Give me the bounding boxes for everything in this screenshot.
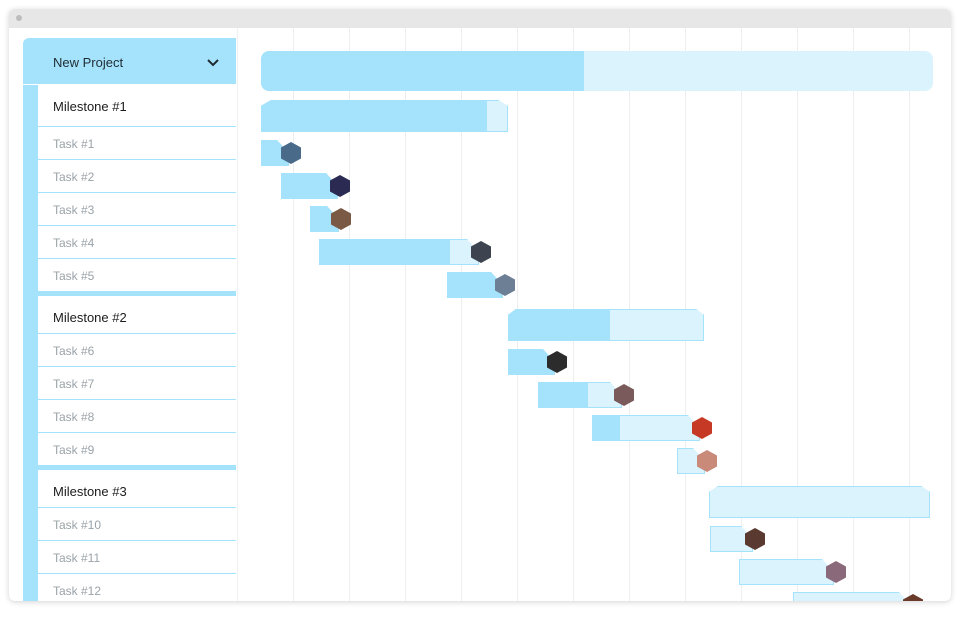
milestone-row[interactable]: Milestone #2	[38, 292, 236, 334]
gridline	[461, 28, 462, 601]
task-label: Task #2	[53, 170, 95, 184]
gridline	[741, 28, 742, 601]
assignee-avatar[interactable]	[281, 142, 301, 164]
task-sidebar: New Project Milestone #1 Task #1 Task #2 Ta…	[23, 38, 236, 601]
task-row[interactable]: Task #1	[38, 127, 236, 160]
task-label: Task #9	[53, 443, 95, 457]
progress-fill	[261, 51, 584, 91]
assignee-avatar[interactable]	[826, 561, 846, 583]
task-label: Task #4	[53, 236, 95, 250]
app-window: New Project Milestone #1 Task #1 Task #2 Ta…	[9, 9, 951, 601]
task-label: Task #1	[53, 137, 95, 151]
task-bar[interactable]	[538, 382, 622, 408]
task-label: Task #5	[53, 269, 95, 283]
milestone-row[interactable]: Milestone #3	[38, 466, 236, 508]
milestone-bar[interactable]	[261, 100, 508, 132]
task-row[interactable]: Task #12	[38, 574, 236, 601]
assignee-avatar[interactable]	[903, 594, 923, 601]
progress-fill	[539, 383, 588, 407]
task-row[interactable]: Task #8	[38, 400, 236, 433]
task-row[interactable]: Task #9	[38, 433, 236, 466]
task-bar[interactable]	[281, 173, 338, 199]
gridline	[405, 28, 406, 601]
milestone-row[interactable]: Milestone #1	[38, 85, 236, 127]
assignee-avatar[interactable]	[614, 384, 634, 406]
progress-fill	[509, 310, 610, 340]
progress-fill	[448, 273, 502, 297]
window-dot-icon[interactable]	[16, 15, 22, 21]
task-row[interactable]: Task #11	[38, 541, 236, 574]
task-list: Milestone #1 Task #1 Task #2 Task #3 Task #4…	[38, 85, 236, 601]
progress-fill	[509, 350, 554, 374]
milestone-label: Milestone #1	[53, 99, 127, 114]
gridline	[853, 28, 854, 601]
sidebar-accent-strip	[23, 85, 38, 601]
assignee-avatar[interactable]	[547, 351, 567, 373]
assignee-avatar[interactable]	[495, 274, 515, 296]
task-row[interactable]: Task #2	[38, 160, 236, 193]
assignee-avatar[interactable]	[331, 208, 351, 230]
gridline	[797, 28, 798, 601]
task-bar[interactable]	[319, 239, 479, 265]
milestone-bar[interactable]	[508, 309, 704, 341]
gridline	[909, 28, 910, 601]
assignee-avatar[interactable]	[697, 450, 717, 472]
task-bar[interactable]	[592, 415, 700, 441]
task-label: Task #12	[53, 584, 102, 598]
milestone-label: Milestone #3	[53, 484, 127, 499]
task-row[interactable]: Task #5	[38, 259, 236, 292]
task-label: Task #10	[53, 518, 102, 532]
task-row[interactable]: Task #3	[38, 193, 236, 226]
task-bar[interactable]	[447, 272, 503, 298]
progress-fill	[593, 416, 620, 440]
project-title: New Project	[53, 55, 124, 70]
gantt-chart	[237, 28, 951, 601]
task-row[interactable]: Task #7	[38, 367, 236, 400]
task-row[interactable]: Task #4	[38, 226, 236, 259]
task-label: Task #3	[53, 203, 95, 217]
assignee-avatar[interactable]	[745, 528, 765, 550]
task-label: Task #11	[53, 551, 101, 565]
task-row[interactable]: Task #10	[38, 508, 236, 541]
chevron-down-icon[interactable]	[206, 56, 220, 70]
progress-fill	[282, 174, 337, 198]
progress-fill	[320, 240, 450, 264]
assignee-avatar[interactable]	[471, 241, 491, 263]
project-header[interactable]: New Project	[23, 38, 236, 84]
gridline	[349, 28, 350, 601]
gridline	[293, 28, 294, 601]
task-label: Task #6	[53, 344, 95, 358]
assignee-avatar[interactable]	[692, 417, 712, 439]
task-label: Task #7	[53, 377, 95, 391]
project-timeline-bar[interactable]	[261, 51, 933, 91]
task-bar[interactable]	[793, 592, 911, 601]
progress-fill	[262, 101, 488, 131]
task-label: Task #8	[53, 410, 95, 424]
milestone-label: Milestone #2	[53, 310, 127, 325]
milestone-bar[interactable]	[709, 486, 930, 518]
task-row[interactable]: Task #6	[38, 334, 236, 367]
title-bar	[9, 9, 951, 28]
task-bar[interactable]	[739, 559, 834, 585]
assignee-avatar[interactable]	[330, 175, 350, 197]
